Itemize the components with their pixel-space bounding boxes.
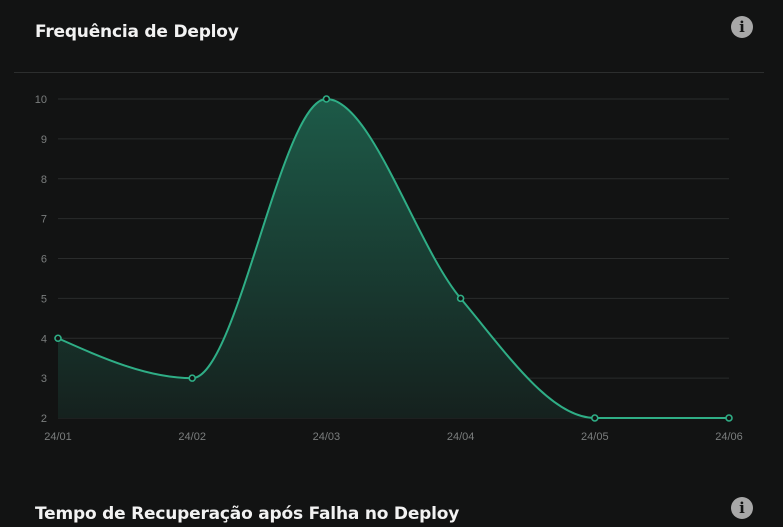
y-tick-label: 8 bbox=[41, 174, 47, 186]
recovery-time-title: Tempo de Recuperação após Falha no Deplo… bbox=[35, 504, 460, 524]
card-divider bbox=[14, 72, 764, 73]
data-point[interactable] bbox=[725, 414, 733, 422]
x-tick-label: 24/01 bbox=[44, 431, 72, 443]
y-tick-label: 2 bbox=[41, 413, 47, 425]
y-tick-label: 10 bbox=[35, 94, 47, 106]
x-tick-label: 24/03 bbox=[313, 431, 341, 443]
data-point[interactable] bbox=[456, 294, 465, 303]
data-point[interactable] bbox=[54, 334, 62, 343]
x-tick-label: 24/05 bbox=[581, 431, 609, 443]
info-icon[interactable]: i bbox=[731, 16, 753, 38]
series-area bbox=[58, 99, 729, 418]
y-tick-label: 9 bbox=[41, 134, 47, 146]
deploy-frequency-title: Frequência de Deploy bbox=[35, 22, 239, 42]
x-tick-label: 24/04 bbox=[447, 431, 475, 443]
x-tick-label: 24/02 bbox=[178, 431, 206, 443]
x-tick-label: 24/06 bbox=[715, 431, 743, 443]
info-icon[interactable]: i bbox=[731, 497, 753, 519]
y-tick-label: 5 bbox=[41, 293, 47, 305]
data-point[interactable] bbox=[188, 374, 196, 382]
y-tick-label: 7 bbox=[41, 214, 47, 226]
y-tick-label: 3 bbox=[41, 373, 47, 385]
y-tick-label: 6 bbox=[41, 254, 47, 266]
y-tick-label: 4 bbox=[41, 333, 47, 345]
data-point[interactable] bbox=[322, 95, 331, 103]
data-point[interactable] bbox=[590, 414, 599, 422]
